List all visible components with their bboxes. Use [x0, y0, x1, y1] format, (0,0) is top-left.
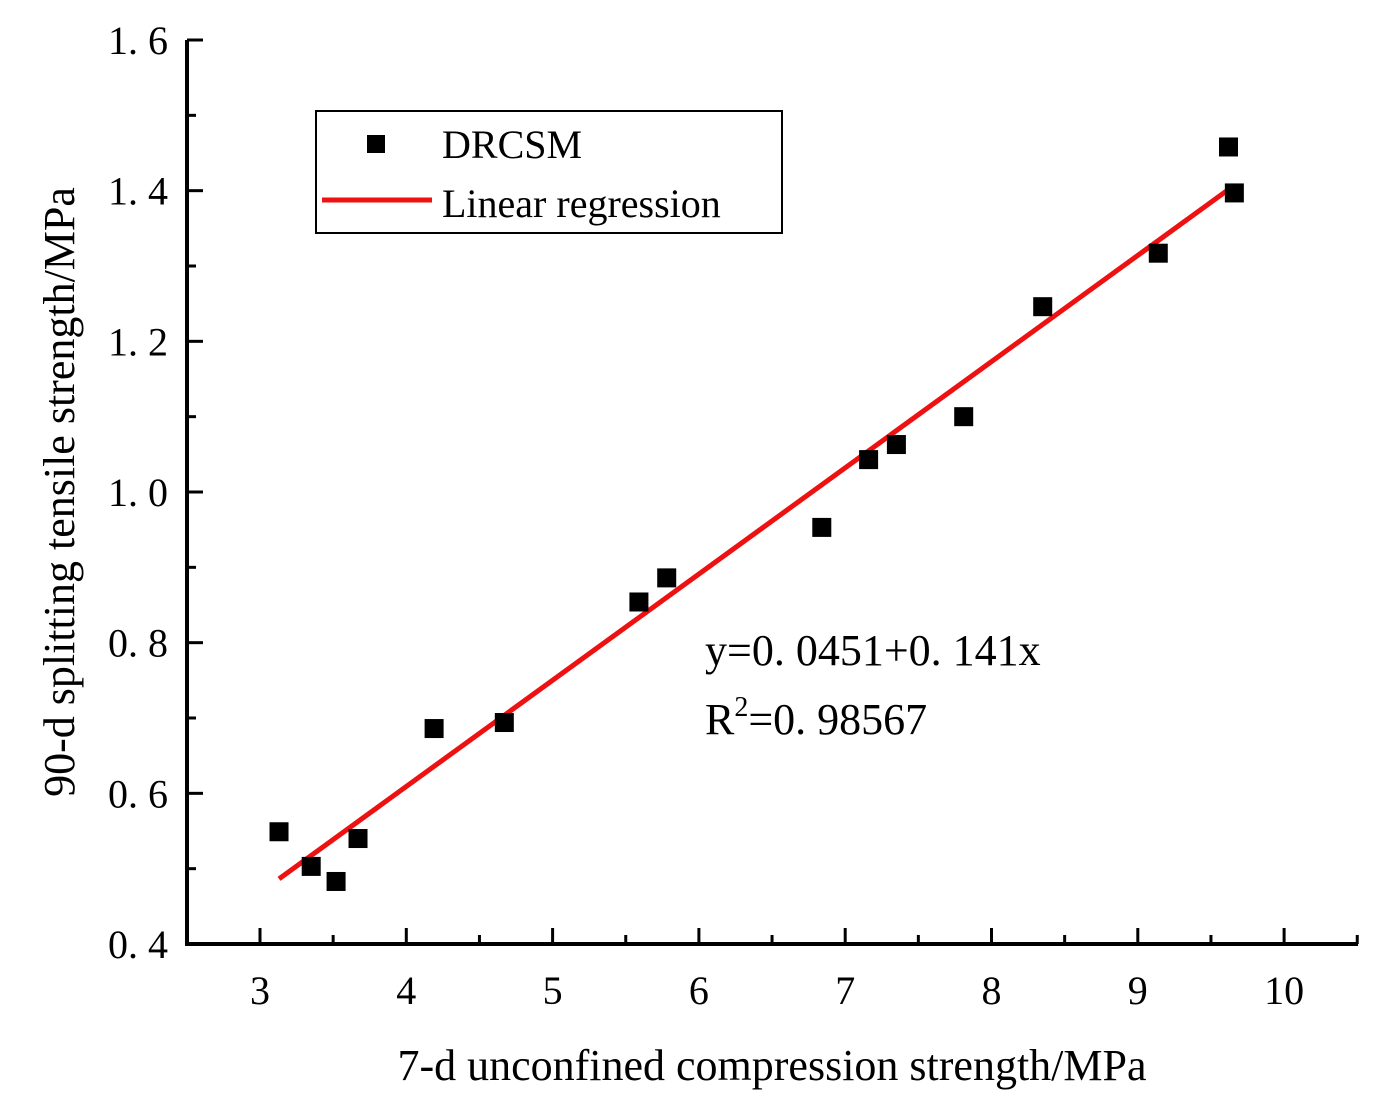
data-point-12 — [954, 407, 974, 427]
y-tick-label-5: 1. 4 — [108, 169, 168, 214]
data-point-8 — [657, 568, 677, 588]
scatter-points — [269, 137, 1244, 891]
y-tick-label-0: 0. 4 — [108, 922, 168, 967]
data-point-1 — [269, 822, 289, 842]
regression-equation: y=0. 0451+0. 141x — [705, 626, 1041, 675]
data-point-4 — [348, 829, 368, 849]
data-point-13 — [1033, 297, 1053, 317]
x-tick-label-7: 7 — [835, 968, 855, 1013]
data-point-9 — [812, 517, 832, 537]
x-tick-label-9: 9 — [1128, 968, 1148, 1013]
x-tick-label-4: 4 — [396, 968, 416, 1013]
y-axis-label: 90-d splitting tensile strength/MPa — [35, 187, 84, 797]
x-tick-label-5: 5 — [543, 968, 563, 1013]
data-point-11 — [886, 435, 906, 455]
y-tick-label-6: 1. 6 — [108, 18, 168, 63]
data-point-6 — [494, 713, 514, 733]
x-ticks: 3 4 5 6 7 8 9 10 — [250, 928, 1359, 1013]
x-axis-label: 7-d unconfined compression strength/MPa — [397, 1041, 1146, 1090]
x-tick-label-3: 3 — [250, 968, 270, 1013]
x-tick-label-6: 6 — [689, 968, 709, 1013]
legend-label-drcsm: DRCSM — [442, 122, 582, 167]
r-squared-annotation: R2=0. 98567 — [705, 692, 927, 744]
legend-label-regression: Linear regression — [442, 181, 721, 226]
legend-box — [315, 110, 783, 234]
r-squared-superscript: 2 — [734, 692, 748, 723]
y-tick-label-2: 0. 8 — [108, 621, 168, 666]
data-point-3 — [326, 871, 346, 891]
legend-marker-drcsm — [367, 135, 385, 153]
y-tick-label-1: 0. 6 — [108, 771, 168, 816]
y-tick-label-4: 1. 2 — [108, 319, 168, 364]
legend: DRCSM Linear regression — [315, 110, 783, 234]
x-tick-label-8: 8 — [982, 968, 1002, 1013]
regression-line — [277, 183, 1236, 881]
r-squared-value: =0. 98567 — [748, 695, 927, 744]
r-squared-prefix: R — [705, 695, 735, 744]
y-ticks: 0. 4 0. 6 0. 8 1. 0 1. 2 1. 4 1. 6 — [108, 18, 203, 967]
data-point-5 — [424, 719, 444, 739]
x-tick-label-10: 10 — [1264, 968, 1304, 1013]
data-point-2 — [301, 856, 321, 876]
data-point-16 — [1224, 183, 1244, 203]
data-point-14 — [1148, 243, 1168, 263]
y-tick-label-3: 1. 0 — [108, 470, 168, 515]
data-point-7 — [629, 592, 649, 612]
data-point-15 — [1219, 137, 1239, 157]
data-point-10 — [859, 450, 879, 470]
regression-line-group — [277, 183, 1236, 881]
